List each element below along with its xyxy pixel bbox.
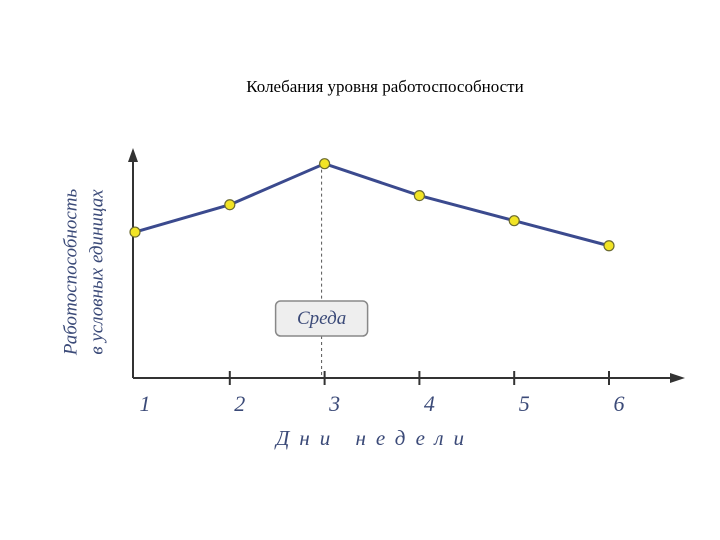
annotation: Среда <box>297 308 346 329</box>
point <box>603 240 615 252</box>
x-tick-label: 6 <box>614 391 625 416</box>
x-label: Дни недели <box>274 426 474 450</box>
x-tick-label: 3 <box>328 391 340 416</box>
y-label: Работоспособность <box>60 188 81 356</box>
x-arrow <box>670 373 685 383</box>
point <box>508 215 520 227</box>
annotation-box <box>274 300 369 337</box>
line <box>134 162 610 248</box>
point <box>319 158 331 170</box>
point <box>413 190 425 202</box>
x-tick-label: 1 <box>140 391 151 416</box>
x-tick-label: 2 <box>234 391 245 416</box>
x-tick-label: 5 <box>519 391 530 416</box>
y-arrow <box>128 148 138 162</box>
point <box>129 226 141 238</box>
chart-title: Колебания уровня работоспособности <box>246 77 523 96</box>
point <box>224 199 236 211</box>
x-tick-label: 4 <box>424 391 435 416</box>
y-label: в условных единицах <box>86 189 107 355</box>
axes <box>128 148 685 383</box>
